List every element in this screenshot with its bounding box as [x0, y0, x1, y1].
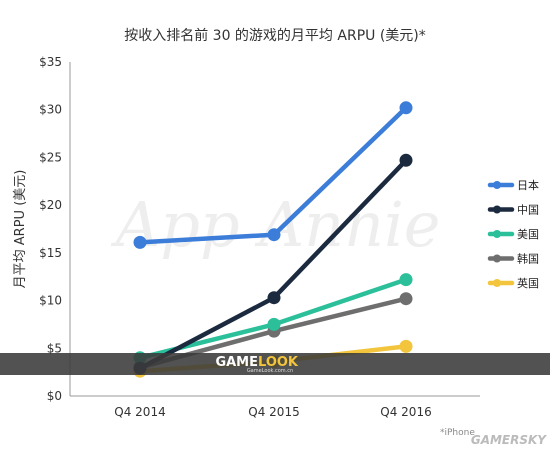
data-point: [399, 339, 413, 353]
x-tick-label: Q4 2015: [248, 405, 299, 419]
legend-swatch-dot: [493, 230, 501, 238]
x-tick-label: Q4 2016: [380, 405, 431, 419]
data-point: [133, 235, 147, 249]
legend-label: 美国: [517, 228, 539, 241]
gamersky-logo: GAMERSKY: [471, 433, 547, 447]
legend-swatch-dot: [493, 279, 501, 287]
y-tick-label: $15: [39, 246, 62, 260]
data-point: [399, 273, 413, 287]
y-tick-label: $30: [39, 103, 62, 117]
y-tick-label: $10: [39, 294, 62, 308]
y-axis-label: 月平均 ARPU (美元): [13, 170, 28, 289]
y-tick-label: $25: [39, 150, 62, 164]
legend-label: 日本: [517, 178, 539, 192]
x-ticks: Q4 2014 Q4 2015 Q4 2016: [114, 405, 431, 419]
legend-swatch-dot: [493, 205, 501, 214]
legend-label: 韩国: [517, 252, 539, 266]
y-ticks: $0 $5 $10 $15 $20 $25 $30 $35: [39, 55, 62, 403]
background-watermark: App Annie: [110, 188, 440, 261]
legend-label: 英国: [517, 276, 539, 290]
y-tick-label: $35: [39, 55, 62, 69]
legend-swatch-dot: [493, 254, 501, 263]
gamelook-banner: [0, 353, 550, 375]
data-point: [399, 101, 413, 115]
gamelook-url: GameLook.com.cn: [247, 368, 293, 374]
data-point: [267, 228, 281, 242]
legend-label: 中国: [517, 204, 539, 217]
data-point: [267, 317, 281, 331]
gamelook-logo-right: LOOK: [258, 355, 299, 370]
y-tick-label: $5: [47, 341, 62, 355]
y-tick-label: $20: [39, 198, 62, 212]
chart-title: 按收入排名前 30 的游戏的月平均 ARPU (美元)*: [124, 27, 426, 44]
x-tick-label: Q4 2014: [114, 405, 165, 419]
y-tick-label: $0: [47, 389, 62, 403]
data-point: [399, 153, 413, 167]
data-point: [399, 292, 413, 306]
legend-swatch-dot: [493, 181, 501, 189]
footnote: *iPhone: [440, 428, 475, 438]
gamelook-logo-left: GAME: [215, 355, 258, 370]
data-point: [267, 291, 281, 305]
